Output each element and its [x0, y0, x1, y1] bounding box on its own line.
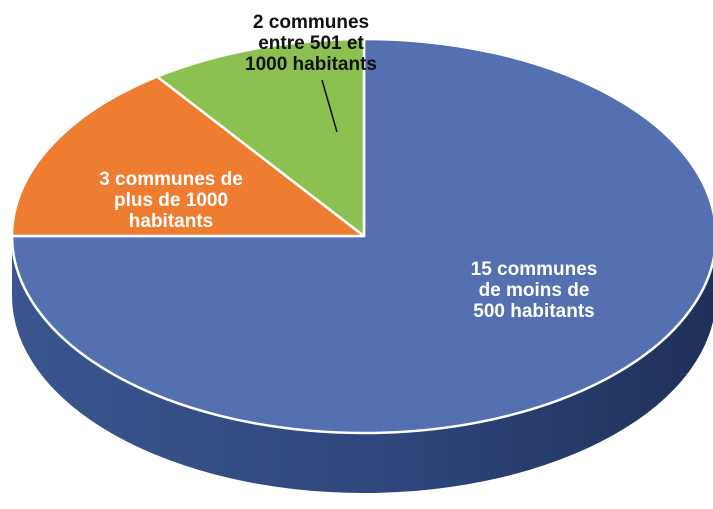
- slice-side-0: [12, 236, 713, 493]
- slice-0: [10, 37, 713, 435]
- slice-label-1-line-2: habitants: [129, 211, 213, 232]
- slice-label-1: 3 communes de plus de 1000 habitants: [99, 169, 243, 232]
- slice-label-0-line-0: 15 communes: [471, 259, 598, 280]
- pie-sides: [12, 236, 713, 493]
- slice-label-0: 15 communes de moins de 500 habitants: [471, 259, 598, 322]
- slice-label-0-line-1: de moins de: [479, 280, 590, 301]
- slice-labels: 15 communes de moins de 500 habitants 3 com…: [99, 12, 597, 322]
- pie-slices: [10, 37, 713, 435]
- slice-label-2-line-1: entre 501 et: [258, 33, 364, 54]
- slice-label-2: 2 communes entre 501 et 1000 habitants: [245, 12, 377, 75]
- slice-1: [10, 75, 366, 238]
- leader-line-2: [321, 79, 338, 133]
- slice-2: [155, 37, 366, 238]
- slice-label-1-line-1: plus de 1000: [114, 190, 228, 211]
- slice-label-1-line-0: 3 communes de: [99, 169, 243, 190]
- slice-label-2-line-2: 1000 habitants: [245, 54, 377, 75]
- slice-label-2-line-0: 2 communes: [253, 12, 369, 33]
- leader-lines: [321, 79, 338, 133]
- slice-label-0-line-2: 500 habitants: [473, 301, 594, 322]
